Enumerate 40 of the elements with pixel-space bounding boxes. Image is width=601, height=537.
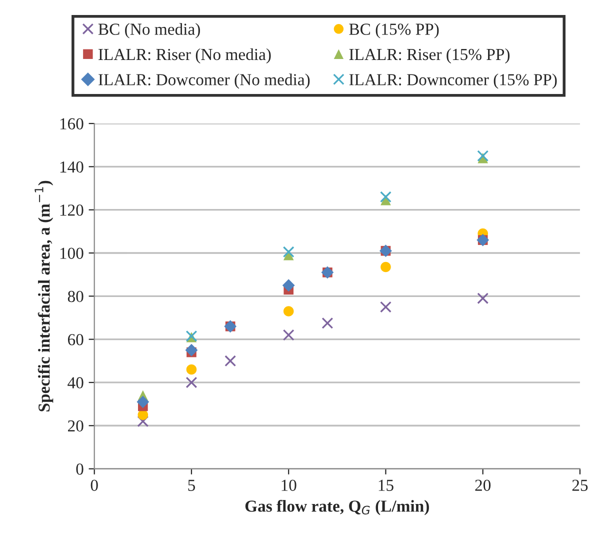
x-tick-label: 25 [572, 480, 588, 491]
point [137, 416, 149, 428]
y-tick-label: 20 [68, 420, 84, 432]
legend-label: BC (15% PP) [349, 23, 439, 38]
y-axis-title: Specific interfacial area, a (m$^{−1}$) [34, 180, 54, 412]
x-axis-title: Gas flow rate, Q$_{G}$ (L/min) [245, 500, 429, 516]
point [138, 410, 148, 420]
point [282, 246, 294, 258]
point [136, 396, 150, 408]
x-tick-label: 20 [475, 480, 491, 491]
point [186, 376, 198, 388]
y-tick-label: 160 [60, 118, 84, 130]
point [380, 301, 392, 313]
y-tick-label: 40 [68, 377, 84, 388]
legend-label: ILALR: Riser (15% PP) [349, 48, 510, 64]
y-tick-label: 120 [60, 204, 84, 216]
legend-label: ILALR: Downcomer (15% PP) [349, 74, 557, 89]
point [477, 150, 489, 162]
point [282, 279, 295, 292]
point [186, 364, 197, 375]
legend-label: BC (No media) [98, 23, 200, 38]
x-tick-label: 10 [282, 480, 296, 491]
point [380, 191, 392, 203]
y-tick-label: 140 [60, 161, 84, 173]
point [380, 262, 391, 272]
x-tick-label: 0 [90, 480, 98, 491]
point [282, 329, 294, 341]
y-tick-label: 0 [76, 464, 84, 475]
point [185, 344, 198, 356]
legend-label: ILALR: Dowcomer (No media) [98, 74, 310, 89]
point [283, 306, 294, 316]
y-tick-label: 100 [60, 248, 84, 259]
point [224, 355, 236, 367]
legend-label: ILALR: Riser (No media) [98, 48, 271, 64]
y-tick-label: 60 [68, 334, 84, 346]
point [322, 317, 334, 329]
point [477, 292, 489, 304]
x-tick-label: 5 [188, 480, 195, 491]
x-tick-label: 15 [378, 480, 394, 491]
y-tick-label: 80 [68, 290, 84, 302]
